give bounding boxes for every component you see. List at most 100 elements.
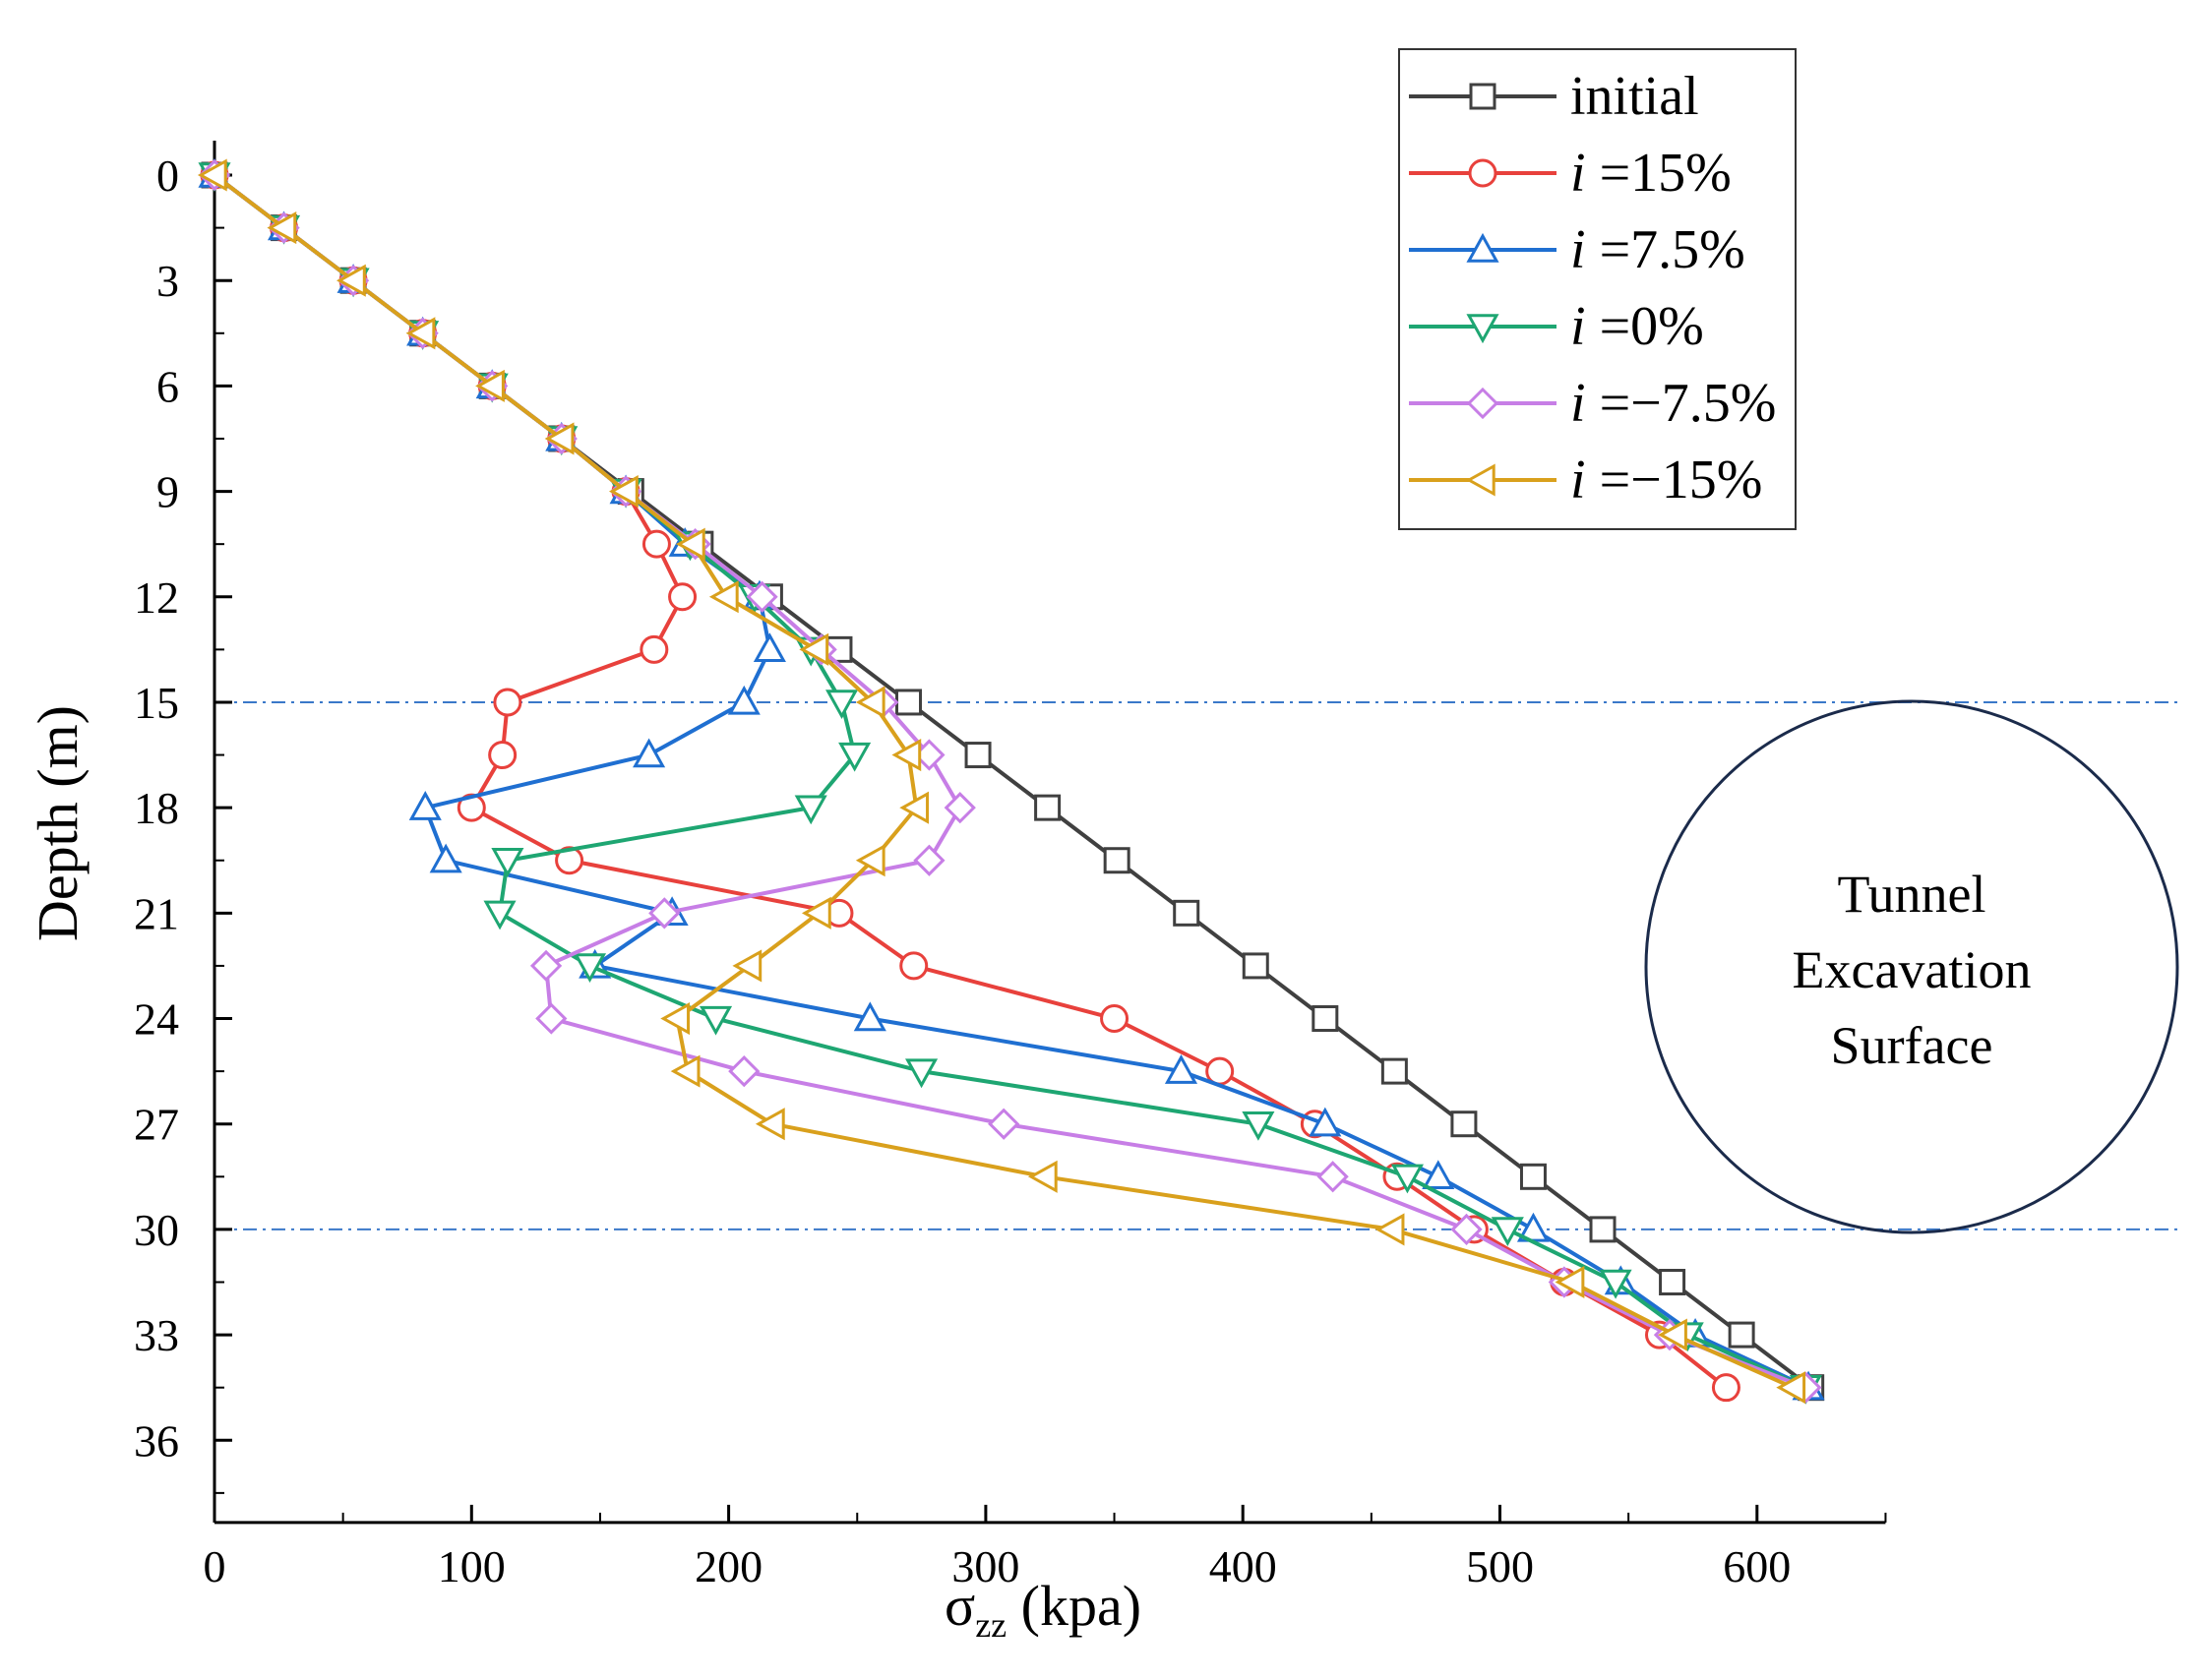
data-point	[891, 738, 922, 772]
y-tick-label: 9	[156, 467, 179, 517]
data-point	[801, 896, 831, 930]
x-tick-label: 200	[695, 1541, 763, 1591]
data-point	[905, 1058, 939, 1089]
y-tick-label: 21	[134, 888, 179, 938]
y-tick-label: 0	[156, 150, 179, 201]
data-point	[895, 689, 923, 716]
legend-label-variable: i	[1570, 373, 1586, 434]
data-point	[753, 632, 786, 663]
legend-label-variable: i	[1570, 143, 1586, 204]
data-point	[1450, 1213, 1483, 1246]
data-point	[727, 685, 761, 715]
data-point	[944, 792, 976, 824]
data-point	[913, 844, 946, 876]
data-point	[197, 158, 227, 192]
x-tick-label: 0	[204, 1541, 226, 1591]
legend-label: i =7.5%	[1570, 219, 1745, 280]
data-point	[1450, 1110, 1478, 1138]
legend-label-variable: i	[1570, 296, 1586, 357]
legend-swatch-marker	[1465, 463, 1495, 497]
legend-label: i =−15%	[1570, 450, 1762, 510]
data-point	[855, 844, 885, 877]
data-point	[544, 422, 575, 455]
data-point	[483, 900, 517, 930]
legend-item: i =15%	[1409, 143, 1732, 204]
y-tick-label: 15	[134, 678, 179, 728]
data-point	[1103, 847, 1130, 874]
data-point	[899, 951, 929, 981]
legend-item: initial	[1409, 66, 1699, 127]
legend-label: i =−7.5%	[1570, 373, 1776, 434]
data-point	[1374, 1213, 1405, 1246]
legend-swatch-marker	[1466, 314, 1499, 344]
data-point	[660, 1001, 691, 1036]
data-point	[1555, 1265, 1585, 1299]
y-tick-label: 24	[134, 994, 179, 1045]
data-point	[1316, 1161, 1349, 1193]
data-point	[1380, 1057, 1408, 1085]
data-point	[336, 264, 366, 297]
legend-label-variable: i	[1570, 450, 1586, 510]
data-point	[1173, 899, 1200, 927]
data-point	[825, 690, 859, 720]
data-point	[267, 211, 297, 245]
legend-item: i =−7.5%	[1409, 373, 1776, 434]
data-point	[668, 582, 698, 612]
data-point	[1658, 1318, 1687, 1351]
data-point	[1027, 1160, 1058, 1193]
data-point	[633, 738, 666, 768]
data-point	[1589, 1216, 1617, 1243]
data-point	[728, 1054, 761, 1088]
tunnel-label-line-1: Tunnel	[1837, 865, 1985, 924]
data-point	[1312, 1005, 1339, 1033]
legend-box	[1398, 48, 1797, 530]
data-point	[1100, 1004, 1129, 1034]
data-point	[640, 634, 669, 664]
y-tick-label: 30	[134, 1205, 179, 1255]
y-tick-label: 18	[134, 783, 179, 833]
data-point	[1728, 1321, 1755, 1349]
legend-label-value: =7.5%	[1586, 219, 1745, 280]
series-5	[197, 158, 1806, 1405]
data-point	[1242, 952, 1269, 980]
data-point	[1422, 1160, 1455, 1190]
data-point	[475, 369, 505, 402]
data-point	[429, 843, 462, 873]
x-tick-label: 500	[1466, 1541, 1534, 1591]
data-point	[1242, 1111, 1275, 1141]
legend-label-value: =−15%	[1586, 450, 1763, 510]
legend-label: i =15%	[1570, 143, 1732, 204]
data-point	[964, 742, 992, 769]
data-point	[732, 949, 763, 983]
data-point	[755, 1108, 785, 1141]
y-tick-label: 27	[134, 1100, 179, 1150]
data-point	[573, 953, 607, 984]
series-layer	[197, 157, 1825, 1405]
data-point	[670, 1054, 701, 1088]
data-point	[641, 529, 671, 559]
tunnel-label-line-2: Excavation	[1793, 940, 2032, 999]
data-point	[1390, 1164, 1424, 1194]
tunnel-circle	[1644, 699, 2179, 1234]
y-axis-title: Depth (m)	[26, 705, 90, 941]
legend-item: i =−15%	[1409, 450, 1762, 510]
legend-swatch-marker	[1466, 387, 1499, 420]
data-point	[708, 580, 739, 614]
data-point	[799, 632, 829, 666]
data-point	[535, 1002, 568, 1035]
data-point	[488, 741, 518, 770]
data-point	[491, 848, 524, 877]
data-point	[1776, 1371, 1806, 1405]
y-axis-label: Depth (m)	[26, 705, 90, 941]
x-tick-label: 100	[438, 1541, 506, 1591]
data-point	[1034, 794, 1062, 821]
legend-item: i =7.5%	[1409, 219, 1745, 280]
data-point	[1659, 1268, 1686, 1295]
data-point	[405, 317, 436, 350]
legend-label-value: =−7.5%	[1586, 373, 1777, 434]
data-point	[899, 791, 930, 824]
tunnel-label-line-3: Surface	[1831, 1016, 1993, 1075]
tunnel-annotation: Tunnel Excavation Surface	[1644, 699, 2179, 1234]
x-tick-label: 400	[1209, 1541, 1277, 1591]
